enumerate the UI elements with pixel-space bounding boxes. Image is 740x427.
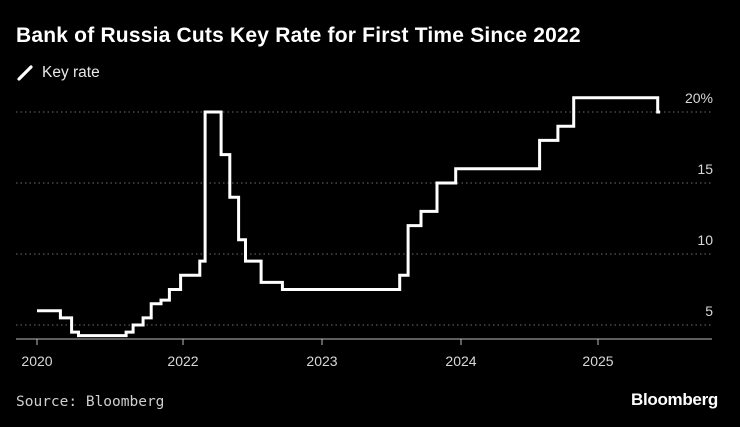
brand-logo: Bloomberg [630, 390, 718, 409]
y-tick-label-10: 10 [697, 232, 713, 248]
chart-title: Bank of Russia Cuts Key Rate for First T… [16, 24, 581, 47]
series-line-key-rate [37, 96, 660, 338]
x-tick-label-2023: 2023 [306, 353, 337, 369]
y-tick-label-15: 15 [697, 161, 713, 177]
source-note: Source: Bloomberg [16, 394, 165, 410]
x-tick-label-2020: 2020 [21, 353, 52, 369]
x-axis: 2020 2022 2023 2024 2025 [21, 339, 614, 369]
legend-label: Key rate [42, 64, 100, 81]
legend: Key rate [16, 64, 100, 82]
legend-line-icon [17, 65, 33, 81]
y-tick-label-20: 20% [685, 90, 713, 106]
x-tick-label-2022: 2022 [167, 353, 198, 369]
x-tick-label-2025: 2025 [582, 353, 613, 369]
y-axis: 5 10 15 20% [685, 90, 713, 319]
gridlines [16, 111, 712, 326]
x-tick-label-2024: 2024 [445, 353, 476, 369]
y-tick-label-5: 5 [705, 303, 713, 319]
